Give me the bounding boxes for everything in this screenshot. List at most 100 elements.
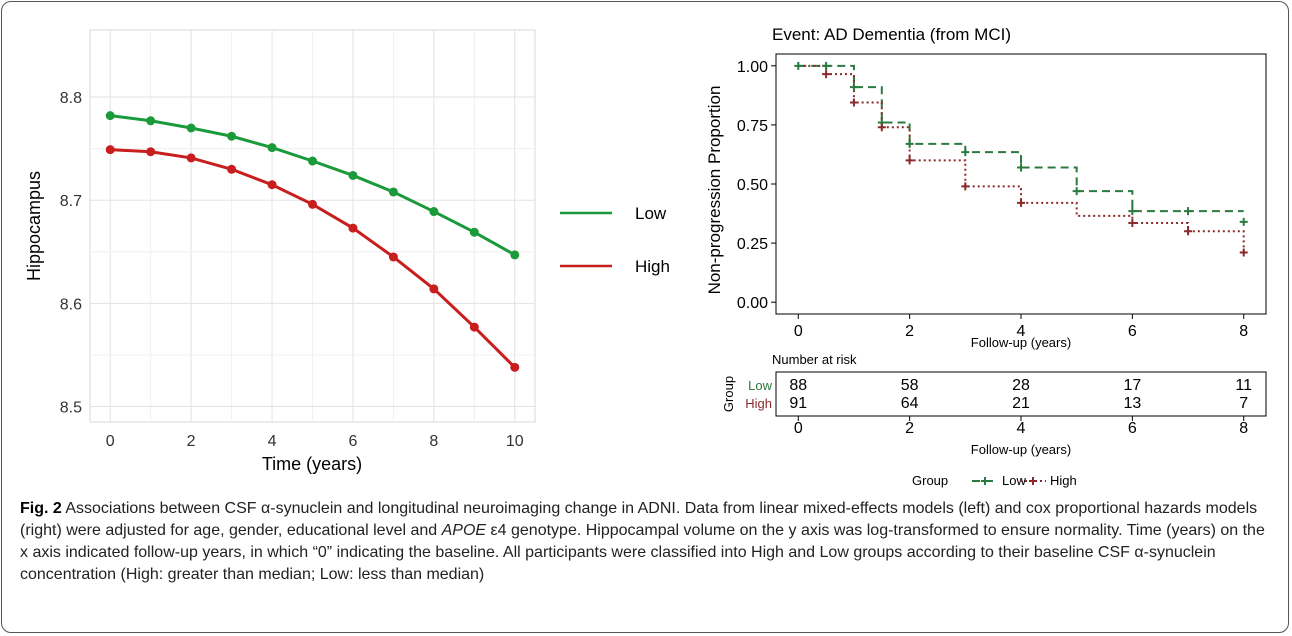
data-point-low	[429, 207, 439, 217]
data-point-high	[510, 362, 520, 372]
x-tick-label: 6	[1128, 323, 1137, 340]
censor-mark-low	[1017, 163, 1025, 172]
censor-mark-low	[1239, 217, 1248, 226]
x-tick-label: 8	[1239, 323, 1248, 340]
data-point-low	[388, 187, 398, 197]
caption-text-part2: ε4 genotype. Hippocampal volume on the y…	[20, 522, 1265, 583]
data-point-low	[308, 156, 317, 166]
risk-tick-label: 8	[1239, 420, 1248, 437]
risk-cell-high: 64	[901, 395, 919, 412]
censor-mark-low	[822, 61, 831, 70]
km-legend-low-label: Low	[1002, 473, 1026, 488]
left-gridlines	[90, 30, 535, 422]
risk-cell-high: 13	[1123, 395, 1141, 412]
km-legend-low-swatch	[972, 477, 998, 485]
data-point-high	[348, 223, 358, 233]
figure-caption: Fig. 2 Associations between CSF α-synucl…	[20, 498, 1276, 586]
y-tick-label: 8.7	[60, 193, 82, 210]
x-tick-label: 10	[506, 433, 524, 450]
data-point-high	[429, 284, 439, 294]
km-x-axis-label: Follow-up (years)	[971, 335, 1071, 350]
data-point-high	[227, 164, 237, 174]
km-y-axis-label: Non-progression Proportion	[705, 86, 724, 295]
y-tick-label: 0.25	[737, 236, 768, 253]
censor-mark-low	[905, 139, 914, 148]
data-point-low	[227, 131, 237, 141]
x-tick-label: 0	[794, 323, 803, 340]
risk-cell-low: 88	[789, 377, 807, 394]
left-x-axis-label: Time (years)	[262, 454, 362, 474]
data-point-high	[186, 153, 196, 163]
data-point-high	[308, 199, 317, 209]
censor-mark-low	[1184, 207, 1193, 216]
risk-table-title: Number at risk	[772, 352, 857, 367]
y-tick-label: 8.5	[60, 400, 82, 417]
censor-mark-high	[822, 70, 831, 79]
km-legend-title: Group	[912, 473, 948, 488]
censor-mark-low	[1128, 207, 1137, 216]
km-tick-labels: 0 2 4 6 8 0.00 0.25 0.50 0.75 1.00	[737, 59, 1248, 340]
data-point-high	[469, 322, 479, 332]
data-point-high	[267, 180, 277, 190]
data-point-high	[146, 147, 156, 157]
censor-mark-high	[1184, 227, 1193, 236]
risk-tick-label: 2	[905, 420, 914, 437]
risk-cell-low: 11	[1235, 377, 1252, 394]
left-line-chart: 0 2 4 6 8 10 8.5 8.6 8.7 8.8 Time (years) Hippoca…	[24, 29, 670, 474]
caption-label: Fig. 2	[20, 500, 62, 517]
data-point-low	[348, 170, 358, 180]
censor-mark-high	[961, 182, 970, 191]
x-tick-label: 6	[349, 433, 358, 450]
km-step-curves	[798, 64, 1245, 253]
km-legend-high-label: High	[1050, 473, 1077, 488]
censor-mark-high	[1017, 198, 1025, 207]
risk-row-axis-label: Group	[721, 376, 736, 412]
risk-cell-high: 91	[789, 395, 807, 412]
km-curve-low	[798, 64, 1244, 213]
x-tick-label: 2	[905, 323, 914, 340]
legend-censor-mark	[1029, 477, 1037, 485]
data-point-low	[469, 227, 479, 237]
risk-x-axis-label: Follow-up (years)	[971, 442, 1071, 457]
km-censor-marks	[794, 61, 1248, 257]
censor-mark-high	[1128, 219, 1137, 227]
censor-mark-high	[905, 156, 914, 165]
data-point-low	[146, 116, 156, 126]
censor-mark-low	[1072, 187, 1081, 196]
left-series-lines	[105, 111, 520, 372]
censor-mark-high	[877, 123, 886, 132]
km-title: Event: AD Dementia (from MCI)	[772, 25, 1011, 44]
y-tick-label: 8.8	[60, 90, 82, 107]
risk-row-label-high: High	[745, 396, 772, 411]
data-point-high	[105, 145, 115, 155]
legend-censor-mark	[981, 477, 989, 485]
risk-tick-label: 6	[1128, 420, 1137, 437]
risk-row-label-low: Low	[748, 378, 772, 393]
data-point-low	[186, 123, 196, 133]
x-tick-label: 4	[1017, 323, 1026, 340]
risk-tick-label: 0	[794, 420, 803, 437]
x-tick-label: 2	[187, 433, 196, 450]
risk-cell-high: 21	[1012, 395, 1030, 412]
data-point-low	[510, 250, 520, 260]
legend-low-label: Low	[635, 204, 667, 223]
y-tick-label: 0.00	[737, 295, 768, 312]
caption-gene: APOE	[441, 522, 487, 539]
caption-text-part1: Associations between CSF α-synuclein and…	[20, 500, 1258, 539]
y-tick-label: 0.50	[737, 177, 768, 194]
censor-mark-high	[849, 98, 858, 107]
y-tick-label: 1.00	[737, 59, 768, 76]
censor-mark-low	[961, 148, 970, 157]
y-tick-label: 8.6	[60, 296, 82, 313]
censor-mark-low	[794, 61, 803, 70]
risk-cell-low: 28	[1012, 377, 1030, 394]
km-legend-high-swatch	[1020, 477, 1046, 485]
left-tick-labels: 0 2 4 6 8 10 8.5 8.6 8.7 8.8	[60, 90, 524, 450]
right-survival-chart: Event: AD Dementia (from MCI) 0 2 4 6 80.000…	[705, 25, 1267, 488]
y-tick-label: 0.75	[737, 118, 768, 135]
left-y-axis-label: Hippocampus	[24, 171, 44, 281]
risk-cell-low: 58	[901, 377, 919, 394]
risk-tick-label: 4	[1017, 420, 1026, 437]
censor-mark-low	[849, 83, 858, 92]
